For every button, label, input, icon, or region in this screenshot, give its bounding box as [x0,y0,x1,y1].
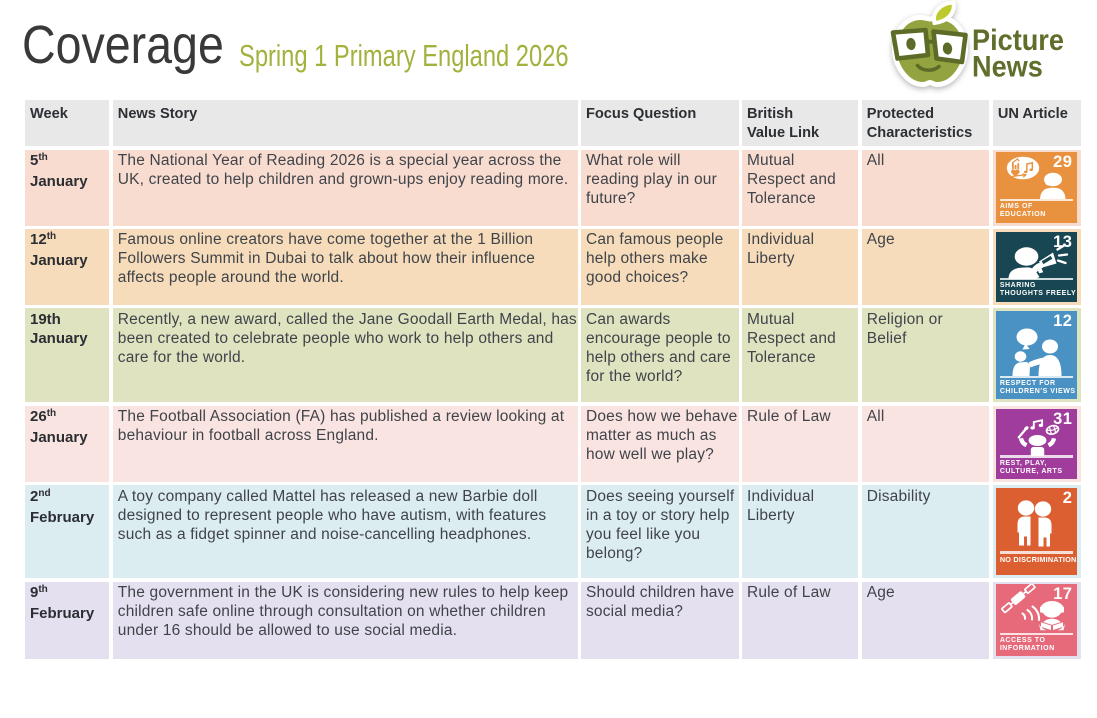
svg-text:Picture: Picture [972,24,1064,57]
svg-text:News: News [972,50,1043,83]
